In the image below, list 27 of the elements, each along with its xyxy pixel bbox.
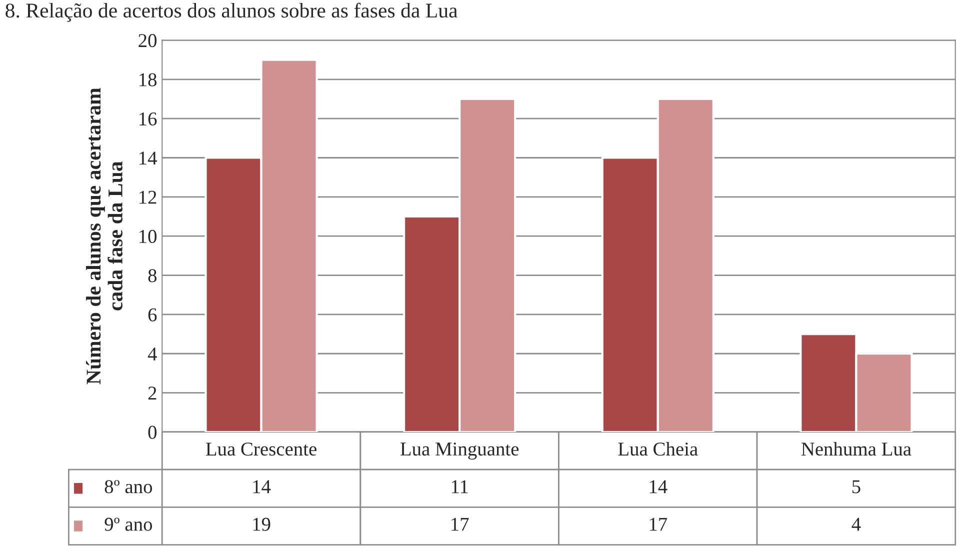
data-label: 4 xyxy=(852,518,861,531)
y-tick-label: 10 xyxy=(140,230,157,244)
y-tick-label: 14 xyxy=(140,152,157,164)
y-tick-label: 20 xyxy=(138,34,157,48)
data-label: 14 xyxy=(650,480,668,494)
y-tick-label: 8 xyxy=(148,269,157,282)
data-label: 17 xyxy=(452,518,469,531)
y-tick-label: 0 xyxy=(148,426,157,439)
x-tick-label: Lua Minguante xyxy=(400,442,519,460)
data-label: 5 xyxy=(852,480,860,494)
y-tick-label: 16 xyxy=(140,112,157,126)
y-tick-label: 12 xyxy=(140,190,156,204)
data-label: 14 xyxy=(253,480,271,494)
data-label: 17 xyxy=(650,518,668,531)
y-tick-label: 18 xyxy=(140,73,157,86)
y-axis-title: Número de alunos que acertaram cada fase da Lua xyxy=(86,88,123,384)
y-tick-label: 6 xyxy=(148,308,157,322)
x-tick-label: Lua Cheia xyxy=(618,442,698,456)
x-tick-label: Nenhuma Lua xyxy=(801,442,912,456)
chart-title: 8. Relação de acertos dos alunos sobre as fases da Lua xyxy=(6,2,458,22)
y-tick-label: 2 xyxy=(148,386,156,400)
legend-label: 9º ano xyxy=(104,518,152,531)
data-label: 11 xyxy=(452,480,468,494)
x-tick-label: Lua Crescente xyxy=(206,442,316,456)
data-label: 19 xyxy=(253,518,270,531)
legend-label: 8º ano xyxy=(104,480,152,494)
y-tick-label: 4 xyxy=(148,348,157,360)
